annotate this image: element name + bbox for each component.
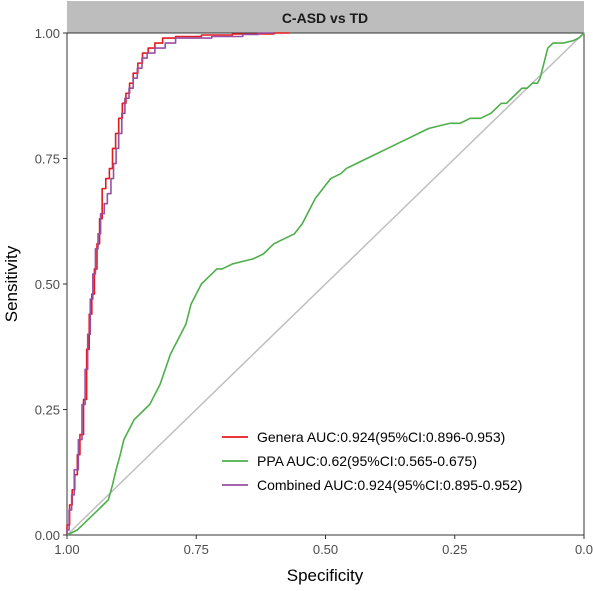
y-tick-label: 1.00 xyxy=(35,26,60,41)
reference-line-layer xyxy=(66,32,585,536)
x-tick-label: 0.0 xyxy=(575,542,593,557)
series-line-0 xyxy=(66,32,290,535)
y-tick-label: 0.50 xyxy=(35,277,60,292)
y-tick-label: 0.25 xyxy=(35,403,60,418)
y-axis-label: Sensitivity xyxy=(2,245,21,322)
legend-label-2: Combined AUC:0.924(95%CI:0.895-0.952) xyxy=(257,477,522,493)
x-tick-label: 0.75 xyxy=(184,542,209,557)
series-layer xyxy=(66,32,585,536)
legend-label-1: PPA AUC:0.62(95%CI:0.565-0.675) xyxy=(257,453,477,469)
x-axis: 1.00 0.75 0.50 0.25 0.0 xyxy=(54,535,593,557)
legend-label-0: Genera AUC:0.924(95%CI:0.896-0.953) xyxy=(257,429,505,445)
reference-diagonal xyxy=(66,32,585,536)
chart-title: C-ASD vs TD xyxy=(282,10,368,26)
y-tick-label: 0.75 xyxy=(35,152,60,167)
legend: Genera AUC:0.924(95%CI:0.896-0.953) PPA A… xyxy=(222,429,522,493)
series-line-2 xyxy=(66,32,274,535)
x-tick-label: 1.00 xyxy=(54,542,79,557)
series-line-1 xyxy=(66,32,585,536)
facet-strip xyxy=(67,1,584,33)
y-axis: 0.00 0.25 0.50 0.75 1.00 xyxy=(35,26,67,543)
x-tick-label: 0.25 xyxy=(442,542,467,557)
x-tick-label: 0.50 xyxy=(313,542,338,557)
y-tick-label: 0.00 xyxy=(35,528,60,543)
x-axis-label: Specificity xyxy=(287,566,364,585)
